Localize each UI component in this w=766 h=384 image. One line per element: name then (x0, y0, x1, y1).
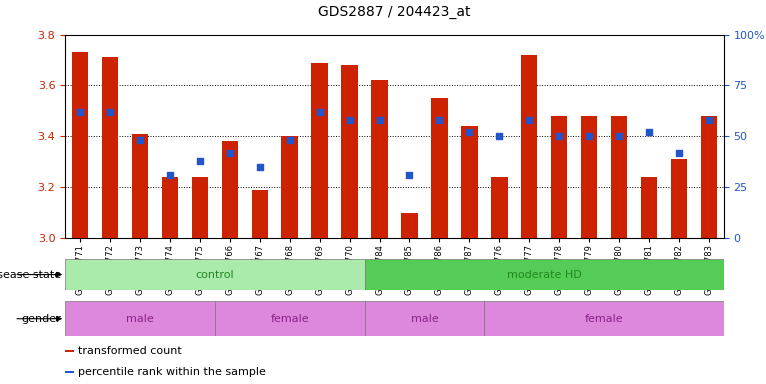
Bar (72, 52, 88, 238)
Bar (102, 58, 118, 238)
Bar (65, 301, 214, 336)
Bar (484, 301, 724, 336)
Point (434, 117, 446, 123)
Text: GDS2887 / 204423_at: GDS2887 / 204423_at (318, 5, 471, 19)
Point (164, 172, 176, 178)
Point (134, 137, 146, 144)
Text: percentile rank within the sample: percentile rank within the sample (78, 367, 266, 377)
Bar (192, 177, 208, 238)
Text: control: control (195, 270, 234, 280)
Bar (221, 141, 238, 238)
Bar (521, 55, 538, 238)
Point (313, 109, 326, 115)
Bar (641, 177, 657, 238)
Point (702, 117, 715, 123)
Bar (312, 63, 328, 238)
Point (283, 137, 296, 144)
Bar (65, 259, 365, 290)
Bar (214, 301, 365, 336)
Bar (65, 371, 74, 373)
Bar (461, 126, 477, 238)
Bar (281, 136, 298, 238)
Bar (671, 159, 687, 238)
Text: disease state: disease state (0, 270, 61, 280)
Text: female: female (584, 314, 624, 324)
Point (643, 129, 655, 135)
Point (254, 164, 266, 170)
Bar (401, 213, 417, 238)
Text: male: male (126, 314, 154, 324)
Bar (65, 350, 74, 353)
Bar (251, 190, 268, 238)
Text: transformed count: transformed count (78, 346, 182, 356)
Bar (701, 116, 717, 238)
Point (224, 149, 236, 156)
Point (404, 172, 416, 178)
Text: female: female (270, 314, 309, 324)
Point (493, 133, 506, 139)
Point (613, 133, 625, 139)
Bar (132, 134, 148, 238)
Text: moderate HD: moderate HD (507, 270, 581, 280)
Point (74, 109, 87, 115)
Bar (431, 98, 447, 238)
Bar (551, 116, 568, 238)
Point (583, 133, 595, 139)
Point (104, 109, 116, 115)
Bar (491, 177, 508, 238)
Bar (581, 116, 597, 238)
Point (373, 117, 385, 123)
Text: male: male (411, 314, 438, 324)
Bar (365, 301, 484, 336)
Point (673, 149, 685, 156)
Bar (611, 116, 627, 238)
Bar (365, 259, 724, 290)
Bar (342, 65, 358, 238)
Bar (162, 177, 178, 238)
Point (194, 158, 206, 164)
Text: gender: gender (21, 314, 61, 324)
Point (463, 129, 476, 135)
Point (343, 117, 355, 123)
Point (553, 133, 565, 139)
Point (523, 117, 535, 123)
Bar (372, 80, 388, 238)
